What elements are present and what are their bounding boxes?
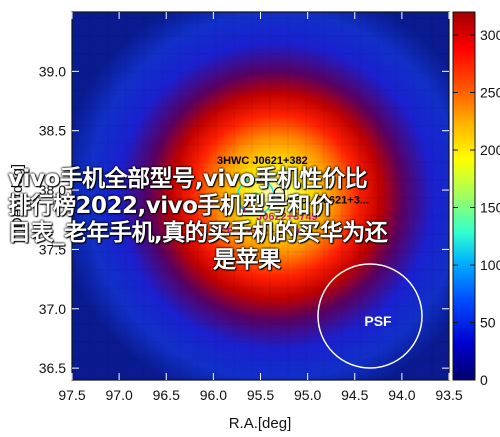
x-tick-label: 97.5	[58, 387, 85, 403]
fit-position-circle	[237, 177, 275, 215]
colorbar-tick-label: 200	[480, 142, 500, 158]
y-tick-label: 37.0	[39, 301, 66, 317]
x-tick-label: 93.5	[435, 387, 462, 403]
source-marker-circle	[243, 203, 255, 215]
y-tick-label: 37.5	[39, 241, 66, 257]
source-label: 4FCL J0621+3...	[286, 194, 369, 206]
x-tick-label: 96.5	[153, 387, 180, 403]
peak-marker	[252, 192, 260, 200]
source-markers: 3HWC J0621+382 4FCL J0621+3... J0622+3749 P…	[212, 155, 369, 239]
colorbar-tick-label: 150	[480, 200, 500, 216]
colorbar-tick-label: 300	[480, 27, 500, 43]
source-marker-triangle	[256, 172, 269, 184]
overlay-line-3: 目表_老年手机,真的买手机的买华为还	[8, 220, 388, 246]
colorbar-tick-label: 250	[480, 85, 500, 101]
overlay-caption: vivo手机全部型号,vivo手机性价比 排行榜2022,vivo手机型号和价 …	[8, 166, 448, 274]
x-tick-label: 95.0	[294, 387, 321, 403]
psf-label: PSF	[364, 313, 392, 329]
y-tick-label: 39.0	[39, 63, 66, 79]
colorbar-tick-label: 100	[480, 257, 500, 273]
x-tick-label: 96.0	[200, 387, 227, 403]
y-tick-label: 36.5	[39, 360, 66, 376]
overlay-line-4: 是苹果	[213, 247, 281, 273]
overlay-line-2: 排行榜2022,vivo手机型号和价	[8, 193, 333, 219]
source-label: 3HWC J0621+382	[217, 155, 308, 167]
x-axis-ticks: 97.5 97.0 96.5 96.0 95.5 95.0 94.5 94.0 93.5	[58, 12, 463, 403]
y-tick-label: 38.0	[39, 182, 66, 198]
y-tick-label: 38.5	[39, 123, 66, 139]
x-tick-label: 94.5	[341, 387, 368, 403]
overlay-line-1: vivo手机全部型号,vivo手机性价比	[8, 166, 368, 192]
x-tick-label: 97.0	[106, 387, 133, 403]
psf-circle	[317, 263, 423, 369]
source-label: PSR J0622+3749	[212, 227, 299, 239]
y-axis-title: Dec.[deg]	[9, 164, 26, 228]
x-axis-title: R.A.[deg]	[229, 415, 292, 432]
heatmap-pixel-grid	[72, 12, 449, 380]
colorbar	[452, 11, 476, 381]
source-label: J0622+3749	[256, 211, 317, 223]
source-marker-circle	[273, 186, 285, 199]
y-axis-ticks: 36.5 37.0 37.5 38.0 38.5 39.0	[39, 63, 449, 376]
x-tick-label: 94.0	[388, 387, 415, 403]
colorbar-ticks: 0 50 100 150 200 250 300	[453, 27, 500, 388]
colorbar-tick-label: 0	[480, 372, 488, 388]
colorbar-tick-label: 50	[480, 315, 496, 331]
x-tick-label: 95.5	[247, 387, 274, 403]
